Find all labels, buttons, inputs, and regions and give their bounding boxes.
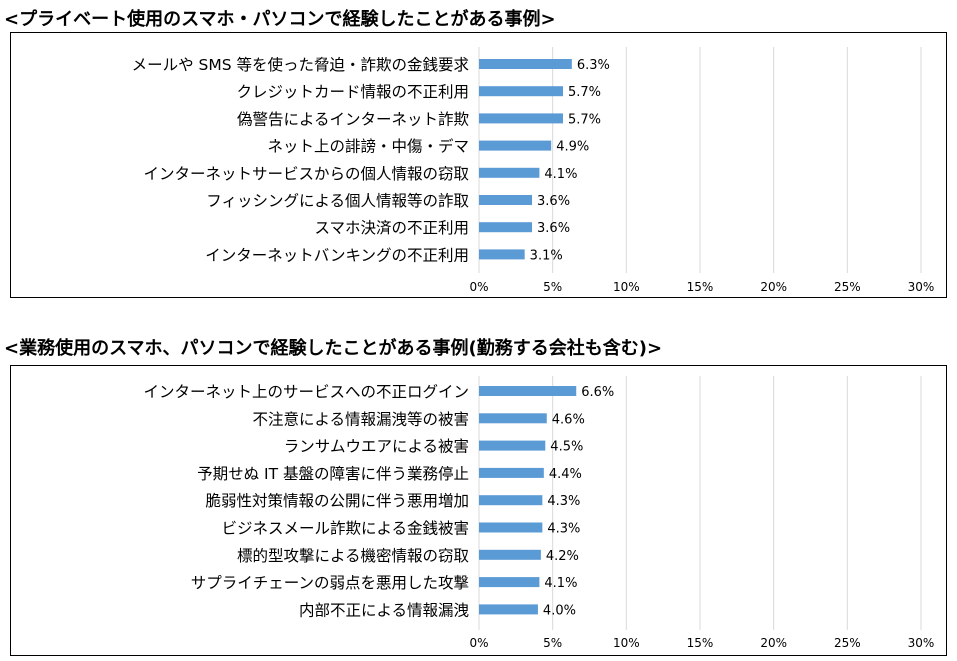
category-label: インターネットバンキングの不正利用 <box>205 246 469 264</box>
bar <box>479 604 538 615</box>
bar <box>479 549 541 560</box>
bar <box>479 495 543 506</box>
bar <box>479 195 533 205</box>
value-label: 4.3% <box>547 494 580 509</box>
value-label: 5.7% <box>568 85 601 100</box>
x-tick-label: 10% <box>613 280 640 294</box>
chart-2: 0% 5% 10% 15% 20% 25% 30% インターネット上のサービスへの不正ログイン… <box>143 376 935 650</box>
value-label: 6.6% <box>581 385 614 400</box>
bar <box>479 386 577 396</box>
category-label: 脆弱性対策情報の公開に伴う悪用増加 <box>205 492 469 510</box>
value-label: 4.3% <box>547 522 580 537</box>
bar <box>479 467 544 478</box>
bar <box>479 86 563 97</box>
value-label: 4.0% <box>543 603 576 618</box>
category-label: 標的型攻撃による機密情報の窃取 <box>237 547 469 565</box>
value-label: 3.1% <box>530 248 563 263</box>
category-label: サプライチェーンの弱点を悪用した攻撃 <box>191 574 469 592</box>
chart-2-title: <業務使用のスマホ、パソコンで経験したことがある事例(勤務する会社も含む)> <box>4 338 663 359</box>
category-label: メールや SMS 等を使った脅迫・詐欺の金銭要求 <box>132 56 469 74</box>
category-label: 予期せぬ IT 基盤の障害に伴う業務停止 <box>197 465 469 483</box>
value-label: 4.4% <box>549 467 582 482</box>
x-tick-label: 25% <box>834 636 861 650</box>
value-label: 4.9% <box>556 140 589 155</box>
bar <box>479 522 543 533</box>
category-label: 内部不正による情報漏洩 <box>299 601 469 619</box>
category-label: スマホ決済の不正利用 <box>314 219 469 237</box>
chart-1: 0% 5% 10% 15% 20% 25% 30% メールや SMS 等を使った脅迫・詐欺の金… <box>132 47 935 294</box>
x-tick-label: 30% <box>908 280 935 294</box>
x-tick-label: 0% <box>469 636 488 650</box>
chart-1-title: <プライベート使用のスマホ・パソコンで経験したことがある事例> <box>4 9 556 30</box>
x-tick-label: 30% <box>908 636 935 650</box>
value-label: 3.6% <box>537 194 570 209</box>
value-label: 4.5% <box>550 440 583 455</box>
chart-1-frame: 0% 5% 10% 15% 20% 25% 30% メールや SMS 等を使った脅迫・詐欺の金… <box>10 32 947 298</box>
category-label: ネット上の誹謗・中傷・デマ <box>267 137 469 156</box>
x-tick-label: 20% <box>760 636 787 650</box>
bar <box>479 113 563 124</box>
x-tick-label: 25% <box>834 280 861 294</box>
value-label: 4.1% <box>544 576 577 591</box>
category-label: クレジットカード情報の不正利用 <box>236 83 469 101</box>
bar <box>479 249 525 260</box>
x-tick-label: 5% <box>543 280 562 294</box>
bar <box>479 440 546 451</box>
bar <box>479 413 547 424</box>
category-label: 不注意による情報漏洩等の被害 <box>252 409 469 428</box>
bar <box>479 222 533 233</box>
value-label: 4.6% <box>552 412 585 427</box>
category-label: フィッシングによる個人情報等の詐取 <box>206 192 469 210</box>
category-label: インターネット上のサービスへの不正ログイン <box>143 383 469 401</box>
category-label: ランサムウエアによる被害 <box>284 438 469 456</box>
x-tick-label: 5% <box>543 636 562 650</box>
value-label: 5.7% <box>568 112 601 127</box>
bar <box>479 577 540 588</box>
bar <box>479 167 540 178</box>
chart-2-frame: 0% 5% 10% 15% 20% 25% 30% インターネット上のサービスへの不正ログイン… <box>10 365 947 656</box>
bar <box>479 59 572 69</box>
category-label: ビジネスメール詐欺による金銭被害 <box>221 520 469 538</box>
bar <box>479 140 552 151</box>
value-label: 6.3% <box>577 58 610 73</box>
x-tick-label: 10% <box>613 636 640 650</box>
value-label: 3.6% <box>537 221 570 236</box>
x-tick-label: 20% <box>760 280 787 294</box>
value-label: 4.2% <box>546 549 579 564</box>
category-label: 偽警告によるインターネット詐欺 <box>237 110 469 128</box>
x-tick-label: 0% <box>469 280 488 294</box>
value-label: 4.1% <box>544 167 577 182</box>
x-tick-label: 15% <box>687 636 714 650</box>
x-tick-label: 15% <box>687 280 714 294</box>
category-label: インターネットサービスからの個人情報の窃取 <box>143 165 469 183</box>
